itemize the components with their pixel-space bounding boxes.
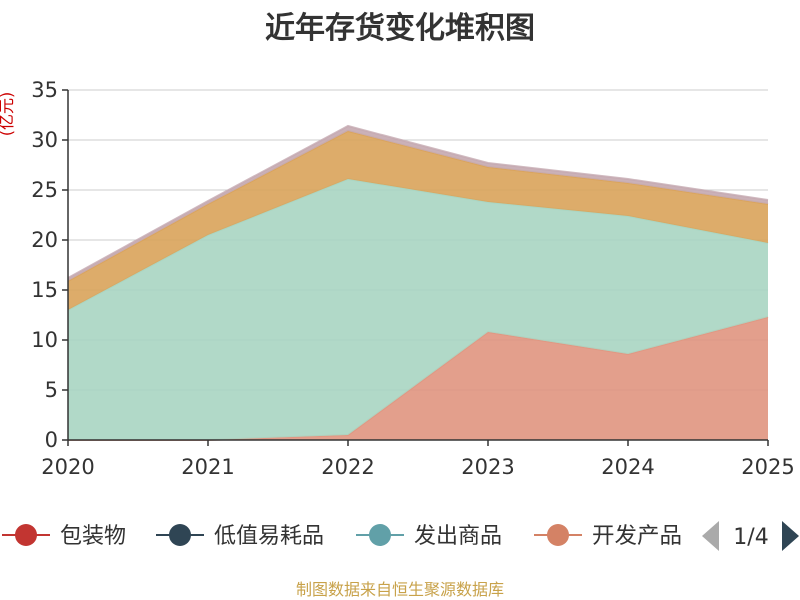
legend-label-3: 开发产品 bbox=[592, 524, 682, 549]
chart-title: 近年存货变化堆积图 bbox=[265, 11, 535, 46]
legend-label-1: 低值易耗品 bbox=[214, 524, 324, 549]
area-series bbox=[67, 124, 769, 441]
data-source-note: 制图数据来自恒生聚源数据库 bbox=[296, 580, 504, 599]
x-tick-label-1: 2021 bbox=[181, 455, 234, 479]
y-tick-label-4: 20 bbox=[31, 228, 58, 252]
area-series-0 bbox=[68, 317, 768, 440]
x-tick-label-5: 2025 bbox=[741, 455, 794, 479]
legend-item-3[interactable]: 开发产品 bbox=[534, 524, 682, 549]
legend-marker-0 bbox=[15, 524, 37, 546]
area-series-line-3 bbox=[67, 124, 769, 279]
legend-marker-2 bbox=[369, 524, 391, 546]
y-tick-label-7: 35 bbox=[31, 78, 58, 102]
legend-item-1[interactable]: 低值易耗品 bbox=[156, 524, 324, 549]
legend-label-2: 发出商品 bbox=[414, 524, 502, 549]
y-tick-label-3: 15 bbox=[31, 278, 58, 302]
legend-item-2[interactable]: 发出商品 bbox=[356, 524, 502, 549]
y-tick-label-6: 30 bbox=[31, 128, 58, 152]
legend-pager: 1/4 bbox=[702, 521, 799, 551]
pager-text: 1/4 bbox=[733, 525, 768, 550]
legend-marker-3 bbox=[547, 524, 569, 546]
x-tick-label-4: 2024 bbox=[601, 455, 654, 479]
legend[interactable]: 包装物 低值易耗品 发出商品 开发产品 bbox=[2, 524, 682, 549]
area-series-1 bbox=[68, 179, 768, 440]
y-tick-label-0: 0 bbox=[45, 428, 58, 452]
pager-next-icon[interactable] bbox=[782, 521, 799, 551]
x-tick-label-3: 2023 bbox=[461, 455, 514, 479]
y-tick-label-1: 5 bbox=[45, 378, 58, 402]
pager-prev-icon[interactable] bbox=[702, 521, 719, 551]
x-tick-label-0: 2020 bbox=[41, 455, 94, 479]
y-tick-label-5: 25 bbox=[31, 178, 58, 202]
legend-label-0: 包装物 bbox=[60, 524, 126, 549]
y-tick-label-2: 10 bbox=[31, 328, 58, 352]
legend-item-0[interactable]: 包装物 bbox=[2, 524, 126, 549]
y-axis-unit: (亿元) bbox=[0, 92, 16, 137]
x-tick-label-2: 2022 bbox=[321, 455, 374, 479]
area-series-3 bbox=[68, 126, 768, 281]
legend-marker-1 bbox=[169, 524, 191, 546]
area-series-2 bbox=[68, 131, 768, 310]
